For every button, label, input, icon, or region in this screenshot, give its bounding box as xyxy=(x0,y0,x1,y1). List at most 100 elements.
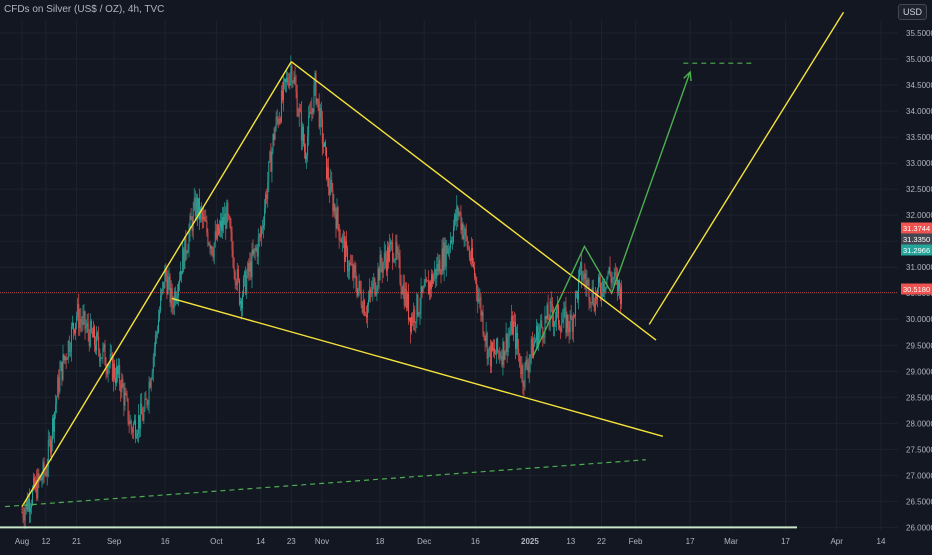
y-tick-label: 28.5000 xyxy=(906,393,932,402)
candle-body xyxy=(472,247,473,264)
candle-body xyxy=(117,366,119,375)
candle-body xyxy=(427,280,429,295)
candle-body xyxy=(235,282,237,286)
candle-body xyxy=(44,472,46,474)
price-labels: 31.3744 31.3350 31.2966 30.5180 xyxy=(901,222,932,295)
candle-body xyxy=(171,287,173,306)
candle-body xyxy=(529,355,531,363)
candle-body xyxy=(364,315,366,316)
candle-body xyxy=(183,248,185,269)
candle-body xyxy=(572,315,574,332)
candle-body xyxy=(212,253,214,258)
candle-body xyxy=(184,236,186,269)
candle-body xyxy=(185,236,187,255)
candle-body xyxy=(583,273,585,279)
candle-body xyxy=(355,272,357,287)
y-tick-label: 31.0000 xyxy=(906,263,932,272)
candle-body xyxy=(502,341,504,365)
candle-body xyxy=(546,304,548,319)
candle-body xyxy=(148,382,150,403)
candle-body xyxy=(27,499,29,511)
candle-body xyxy=(53,418,54,432)
candle-body xyxy=(38,473,40,480)
candle-body xyxy=(432,274,434,284)
candle-body xyxy=(528,362,530,372)
candle-body xyxy=(496,338,498,355)
candle-body xyxy=(505,333,507,352)
candle-body xyxy=(372,283,374,294)
candle-body xyxy=(170,287,172,303)
x-tick-label: Oct xyxy=(210,537,223,546)
candle-body xyxy=(100,358,102,362)
candle-body xyxy=(124,392,126,406)
candle-body xyxy=(371,291,373,294)
candle-body xyxy=(343,237,345,262)
candle-body xyxy=(322,144,324,147)
candle-body xyxy=(604,288,606,292)
candle-body xyxy=(571,319,573,332)
candle-body xyxy=(172,305,174,309)
candle-body xyxy=(302,126,304,145)
candle-body xyxy=(455,214,457,222)
candle-body xyxy=(270,152,272,172)
candle-body xyxy=(391,242,393,244)
x-tick-label: 17 xyxy=(781,537,790,546)
candle-body xyxy=(476,278,478,292)
candle-body xyxy=(595,294,597,300)
candle-body xyxy=(56,396,58,405)
candle-body xyxy=(141,403,143,415)
candle-body xyxy=(83,311,85,316)
candle-body xyxy=(590,302,592,304)
candle-body xyxy=(163,281,165,289)
candle-body xyxy=(435,268,437,279)
candle-body xyxy=(146,399,148,405)
candle-body xyxy=(488,346,490,349)
candle-body xyxy=(399,257,401,283)
candle-body xyxy=(416,294,418,322)
candle-body xyxy=(361,304,363,313)
candle-body xyxy=(161,289,163,296)
candle-body xyxy=(202,212,204,220)
currency-button[interactable]: USD xyxy=(897,4,927,20)
candle-body xyxy=(215,231,217,239)
candle-body xyxy=(480,297,482,316)
candle-body xyxy=(481,312,483,316)
y-tick-label: 35.5000 xyxy=(906,29,932,38)
candle-body xyxy=(494,348,495,354)
target-line xyxy=(648,11,845,325)
x-tick-label: 2025 xyxy=(521,537,539,546)
candle-body xyxy=(272,134,274,151)
candle-body xyxy=(258,234,260,238)
y-tick-label: 27.0000 xyxy=(906,471,932,480)
candle-body xyxy=(616,276,618,292)
x-tick-label: 12 xyxy=(41,537,50,546)
candle-body xyxy=(543,337,545,339)
candle-body xyxy=(247,263,249,277)
candle-body xyxy=(268,161,270,183)
candle-body xyxy=(145,399,147,400)
candle-body xyxy=(310,112,312,114)
candle-body xyxy=(250,261,252,278)
candle-body xyxy=(67,341,69,359)
candle-body xyxy=(321,117,323,145)
candle-body xyxy=(218,227,220,235)
candle-body xyxy=(64,356,66,361)
candle-body xyxy=(298,108,300,116)
candle-body xyxy=(216,224,218,239)
drawings[interactable] xyxy=(0,11,898,529)
candle-body xyxy=(283,81,284,101)
price-label-bg xyxy=(901,244,932,256)
candle-body xyxy=(189,216,191,232)
candle-body xyxy=(23,517,25,521)
candle-body xyxy=(514,321,515,323)
candle-body xyxy=(274,129,276,140)
candle-body xyxy=(606,276,608,288)
x-tick-label: Feb xyxy=(629,537,643,546)
candle-body xyxy=(263,225,264,228)
candle-body xyxy=(599,277,600,283)
candle-body xyxy=(438,259,440,272)
candle-body xyxy=(374,278,376,295)
candle-body xyxy=(414,309,416,323)
